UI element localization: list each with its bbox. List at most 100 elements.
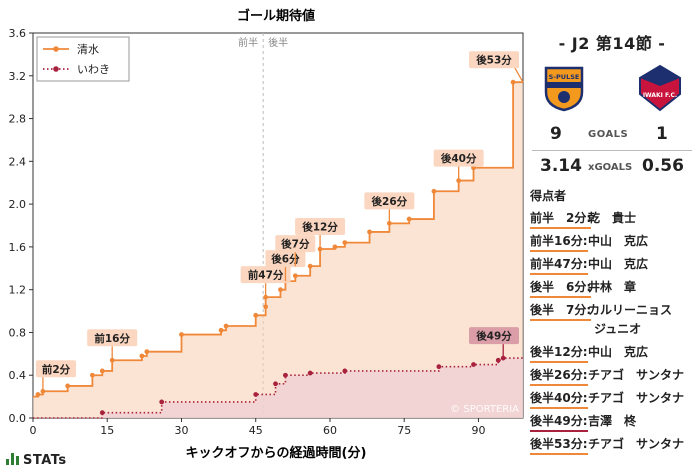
x-tick-label: 60: [323, 424, 337, 437]
series-1-point: [159, 399, 165, 405]
goal-label: 前16分: [94, 332, 130, 345]
y-tick-label: 2.0: [9, 198, 27, 211]
scorer-row: 後半26分: チアゴ サンタナ: [526, 363, 698, 386]
stats-logo-icon: [6, 453, 20, 465]
scorers-title: 得点者: [530, 189, 567, 203]
series-0-point: [263, 304, 269, 310]
goal-label: 後6分: [270, 253, 300, 266]
legend-marker-0: [53, 46, 59, 52]
series-0-point: [99, 368, 105, 374]
scorer-time: 後半26分:: [530, 366, 588, 386]
scorer-row: 後半40分: チアゴ サンタナ: [526, 386, 698, 409]
y-tick-label: 3.6: [9, 27, 27, 40]
goal-label: 後49分: [475, 330, 512, 343]
stats-brand: STATs: [6, 453, 67, 468]
iwaki-logo-icon: IWAKI F.C.: [639, 64, 681, 112]
goal-label-box: [36, 360, 76, 378]
series-1-point: [436, 364, 442, 370]
goal-label: 後12分: [301, 221, 338, 234]
scorer-row: 前半47分: 中山 克広: [526, 252, 698, 275]
goal-label-box: [275, 235, 316, 253]
series-1-point: [99, 410, 105, 416]
series-0-point: [144, 349, 150, 355]
x-tick-label: 30: [174, 424, 188, 437]
divider: [532, 150, 692, 151]
goal-label: 前2分: [42, 363, 71, 376]
scorer-name: 中山 克広: [588, 345, 649, 359]
scorer-name: 井林 章: [588, 280, 637, 294]
series-0-point: [406, 216, 412, 222]
scorer-time: 前半16分:: [530, 232, 588, 252]
goal-label: 後26分: [371, 195, 408, 208]
series-0-point: [342, 240, 348, 246]
xg-label: xGOALS: [588, 162, 633, 173]
match-title: - J2 第14節 -: [558, 34, 666, 53]
scorer-row: 前半 2分: 乾 貴士: [526, 206, 698, 229]
y-tick-label: 0.4: [9, 369, 27, 382]
scorer-name-continued: ジュニオ: [594, 322, 642, 336]
home-xg: 3.14: [540, 156, 582, 176]
scorer-time: 後半12分:: [530, 343, 588, 363]
series-1-point: [471, 362, 476, 367]
home-logo-text: S-PULSE: [549, 73, 580, 81]
away-xg: 0.56: [642, 156, 684, 176]
scorer-time: 前半47分:: [530, 255, 588, 275]
scorer-name: カルリーニョス: [588, 303, 673, 317]
goal-label-box: [364, 192, 415, 210]
series-0-point: [65, 383, 71, 389]
goal-label-box: [240, 266, 291, 284]
scorer-name: 中山 克広: [588, 257, 649, 271]
scorer-row: 後半49分: 吉澤 柊: [526, 409, 698, 432]
y-tick-label: 2.4: [9, 155, 27, 168]
y-tick-label: 2.8: [9, 113, 27, 126]
y-tick-label: 1.2: [9, 284, 27, 297]
scorer-time: 後半 7分:: [530, 301, 592, 321]
x-tick-label: 15: [100, 424, 114, 437]
away-goals: 1: [656, 124, 668, 144]
scorer-row: 後半53分: チアゴ サンタナ: [526, 432, 698, 455]
series-0-point: [139, 353, 145, 359]
x-tick-label: 45: [249, 424, 263, 437]
y-tick-label: 1.6: [9, 241, 27, 254]
xg-row: 3.14 xGOALS 0.56: [526, 153, 698, 181]
series-0-point: [431, 188, 437, 194]
goals-row: 9 GOALS 1: [526, 124, 698, 150]
series-1-point: [342, 368, 348, 374]
scorer-list: 前半 2分: 乾 貴士 前半16分: 中山 克広 前半47分: 中山 克広 後半 6分: 井林…: [526, 206, 698, 455]
series-0-area: [33, 82, 523, 418]
x-axis-label: キックオフからの経過時間(分): [186, 445, 367, 461]
scorer-name: 乾 貴士: [588, 211, 637, 225]
scorer-name: 中山 克広: [588, 234, 649, 248]
scorer-name: チアゴ サンタナ: [588, 368, 685, 382]
legend-label-1: いわき: [77, 63, 110, 76]
goal-label-box: [295, 218, 346, 236]
match-panel: - J2 第14節 - S-PULSE IWAKI F.C. 9 GOALS 1…: [526, 24, 698, 455]
scorer-time: 後半49分:: [530, 412, 588, 432]
legend-box: [36, 36, 130, 82]
series-1-point: [273, 381, 278, 387]
series-0-point: [223, 323, 229, 329]
goal-label: 後7分: [280, 238, 310, 251]
shimizu-logo-icon: S-PULSE: [544, 66, 584, 112]
watermark: © SPORTERIA: [450, 404, 519, 415]
goal-label: 後53分: [475, 54, 512, 67]
scorer-name: チアゴ サンタナ: [588, 437, 685, 451]
series-1-point: [253, 392, 259, 397]
scorer-name: チアゴ サンタナ: [588, 391, 685, 405]
series-1-point: [495, 357, 501, 363]
scorer-row: 後半 6分: 井林 章: [526, 275, 698, 298]
goal-label: 前47分: [248, 269, 284, 282]
series-0-point: [292, 273, 298, 279]
y-tick-label: 0.0: [9, 412, 27, 425]
series-0-point: [89, 372, 95, 378]
halftime-label: 前半 後半: [238, 36, 288, 49]
goal-label: 後40分: [440, 152, 477, 165]
series-0-point: [278, 287, 283, 293]
scorer-row: 前半16分: 中山 克広: [526, 229, 698, 252]
chart-title: ゴール期待値: [237, 8, 315, 24]
x-tick-label: 90: [471, 424, 485, 437]
series-0-point: [35, 392, 41, 397]
series-0-point: [510, 79, 516, 85]
series-0-point: [307, 263, 313, 269]
away-logo-text: IWAKI F.C.: [643, 92, 677, 99]
